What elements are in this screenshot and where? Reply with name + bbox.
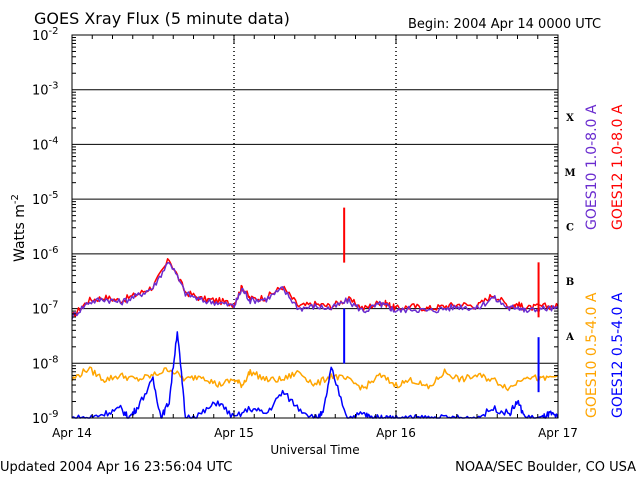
x-tick-label: Apr 14 (52, 426, 92, 440)
flare-class-label: X (566, 113, 574, 124)
begin-date: Begin: 2004 Apr 14 0000 UTC (408, 17, 601, 32)
legend-entry: GOES12 1.0-8.0 A (610, 104, 626, 230)
series-line (71, 366, 559, 392)
x-tick-label: Apr 17 (538, 426, 578, 440)
chart-title: GOES Xray Flux (5 minute data) (34, 9, 290, 28)
plot-frame (71, 34, 559, 419)
series-line (71, 258, 559, 318)
series-layer (71, 207, 559, 419)
y-tick-label: 10-4 (32, 135, 59, 153)
legend-entry: GOES12 0.5-4.0 A (610, 292, 626, 418)
y-tick-label: 10-9 (32, 409, 59, 427)
updated-timestamp: Updated 2004 Apr 16 23:56:04 UTC (0, 460, 233, 475)
plot-grid (72, 34, 558, 419)
y-tick-label: 10-8 (32, 354, 59, 372)
y-tick-label: 10-6 (32, 245, 59, 263)
x-tick-label: Apr 16 (376, 426, 416, 440)
y-tick-label: 10-5 (32, 190, 59, 208)
flare-class-label: M (564, 168, 575, 179)
y-tick-label: 10-3 (32, 81, 59, 99)
y-tick-label: 10-2 (32, 26, 59, 44)
legend-entry: GOES10 0.5-4.0 A (584, 292, 600, 418)
source-credit: NOAA/SEC Boulder, CO USA (455, 460, 636, 475)
y-axis-label: Watts m-2 (10, 194, 28, 262)
legend: GOES10 1.0-8.0 A GOES12 1.0-8.0 A GOES10 0… (584, 104, 626, 418)
legend-entry: GOES10 1.0-8.0 A (584, 104, 600, 230)
flare-class-label: A (565, 332, 574, 343)
flare-class-label: C (566, 223, 574, 234)
y-tick-label: 10-7 (32, 300, 59, 318)
series-line (71, 331, 559, 419)
x-tick-label: Apr 15 (214, 426, 254, 440)
x-axis-label: Universal Time (270, 443, 359, 457)
series-line (71, 262, 559, 320)
flare-class-label: B (566, 277, 574, 288)
